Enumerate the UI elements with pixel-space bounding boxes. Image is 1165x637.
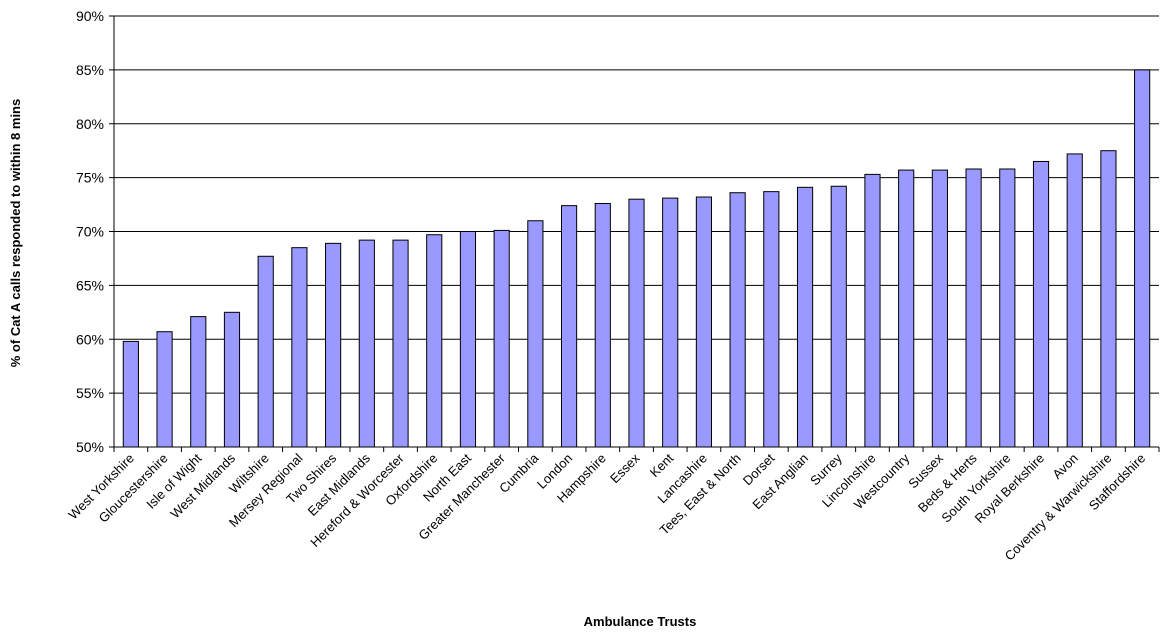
bar (325, 242, 342, 448)
x-tick-label: Essex (607, 450, 643, 486)
bar (898, 169, 915, 448)
bar (662, 197, 679, 448)
bar (459, 231, 477, 448)
bar (695, 196, 713, 448)
bar (358, 239, 375, 448)
y-tick-label: 80% (76, 116, 104, 132)
bar (257, 255, 274, 448)
y-tick-label: 55% (76, 385, 104, 401)
x-tick-label: Kent (647, 450, 677, 480)
bar (729, 192, 746, 448)
bar (1032, 160, 1050, 448)
y-tick-label: 70% (76, 224, 104, 240)
bar (830, 185, 847, 448)
y-tick-label: 50% (76, 439, 104, 455)
y-tick-label: 60% (76, 331, 104, 347)
bar (796, 186, 814, 448)
bar (122, 340, 139, 448)
bar (999, 168, 1016, 448)
bar (1100, 150, 1117, 448)
y-tick-labels: 50% 55% 60% 65% 70% 75% 80% 85% 90% (76, 8, 104, 455)
bar (223, 311, 241, 448)
bar (931, 169, 948, 448)
bar (156, 331, 173, 448)
y-tick-label: 90% (76, 8, 104, 24)
y-tick-label: 65% (76, 277, 104, 293)
y-tick-label: 75% (76, 170, 104, 186)
bar (493, 229, 510, 448)
x-axis-title: Ambulance Trusts (584, 614, 697, 629)
bar (527, 220, 544, 448)
bar (291, 247, 308, 448)
bar (594, 202, 611, 448)
bar (190, 316, 207, 448)
bar (392, 239, 409, 448)
bar (1066, 153, 1083, 448)
bar (1134, 69, 1151, 448)
y-tick-label: 85% (76, 62, 104, 78)
bar (628, 198, 645, 448)
bar (560, 205, 578, 448)
bar (965, 168, 982, 448)
bar (426, 234, 443, 448)
axes (109, 15, 1160, 452)
bar (763, 191, 780, 448)
y-axis-title: % of Cat A calls responded to within 8 m… (8, 99, 23, 367)
bars (122, 69, 1151, 448)
bar (864, 173, 881, 448)
